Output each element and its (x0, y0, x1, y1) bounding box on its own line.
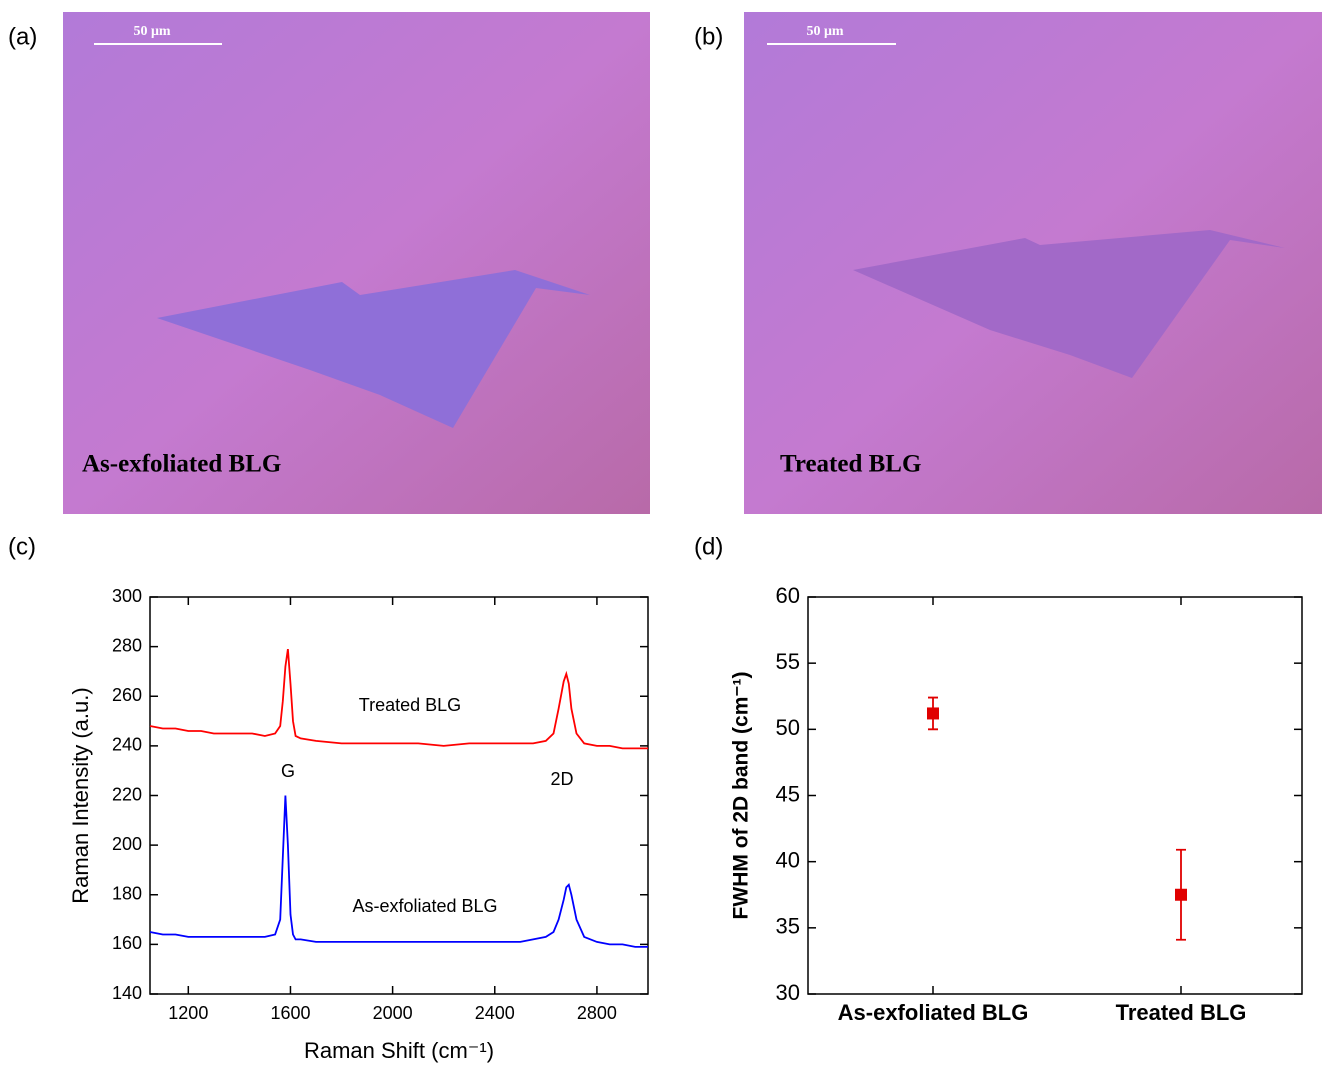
y-tick-label: 30 (776, 980, 800, 1005)
y-tick-label: 40 (776, 847, 800, 872)
x-tick-label: 2800 (577, 1003, 617, 1023)
y-axis-label: Raman Intensity (a.u.) (68, 687, 93, 903)
x-tick-label: As-exfoliated BLG (838, 1000, 1029, 1025)
y-tick-label: 45 (776, 781, 800, 806)
spectrum-line (149, 648, 648, 750)
y-tick-label: 300 (112, 586, 142, 606)
y-tick-label: 260 (112, 685, 142, 705)
series-label: As-exfoliated BLG (352, 896, 497, 916)
y-tick-label: 50 (776, 715, 800, 740)
x-axis-label: Raman Shift (cm⁻¹) (304, 1038, 494, 1063)
x-tick-label: 2400 (475, 1003, 515, 1023)
micrograph-a: 50 μm As-exfoliated BLG (63, 12, 650, 514)
x-tick-label: Treated BLG (1116, 1000, 1247, 1025)
y-tick-label: 180 (112, 884, 142, 904)
data-point (927, 707, 939, 720)
micrograph-b: 50 μm Treated BLG (744, 12, 1322, 514)
panel-label: (b) (694, 23, 723, 50)
series-label: Treated BLG (359, 695, 461, 715)
x-tick-label: 2000 (373, 1003, 413, 1023)
y-tick-label: 200 (112, 834, 142, 854)
y-tick-label: 280 (112, 635, 142, 655)
spectrum-line (149, 795, 648, 948)
y-tick-label: 160 (112, 933, 142, 953)
image-caption: As-exfoliated BLG (82, 451, 281, 478)
peak-label: G (281, 761, 295, 781)
y-tick-label: 240 (112, 735, 142, 755)
panel-label: (d) (694, 533, 723, 560)
y-tick-label: 55 (776, 649, 800, 674)
panel-label: (c) (8, 533, 36, 560)
plot-frame (149, 596, 649, 995)
x-tick-label: 1600 (270, 1003, 310, 1023)
plot-frame (807, 596, 1303, 995)
y-tick-label: 140 (112, 983, 142, 1003)
x-tick-label: 1200 (168, 1003, 208, 1023)
scale-bar-label: 50 μm (806, 24, 843, 39)
scale-bar-label: 50 μm (133, 24, 170, 39)
y-tick-label: 35 (776, 914, 800, 939)
y-tick-label: 220 (112, 784, 142, 804)
peak-label: 2D (550, 769, 573, 789)
image-caption: Treated BLG (780, 451, 921, 478)
y-tick-label: 60 (776, 583, 800, 608)
panel-label: (a) (8, 23, 37, 50)
data-point (1175, 888, 1187, 901)
y-axis-label: FWHM of 2D band (cm⁻¹) (730, 672, 753, 920)
